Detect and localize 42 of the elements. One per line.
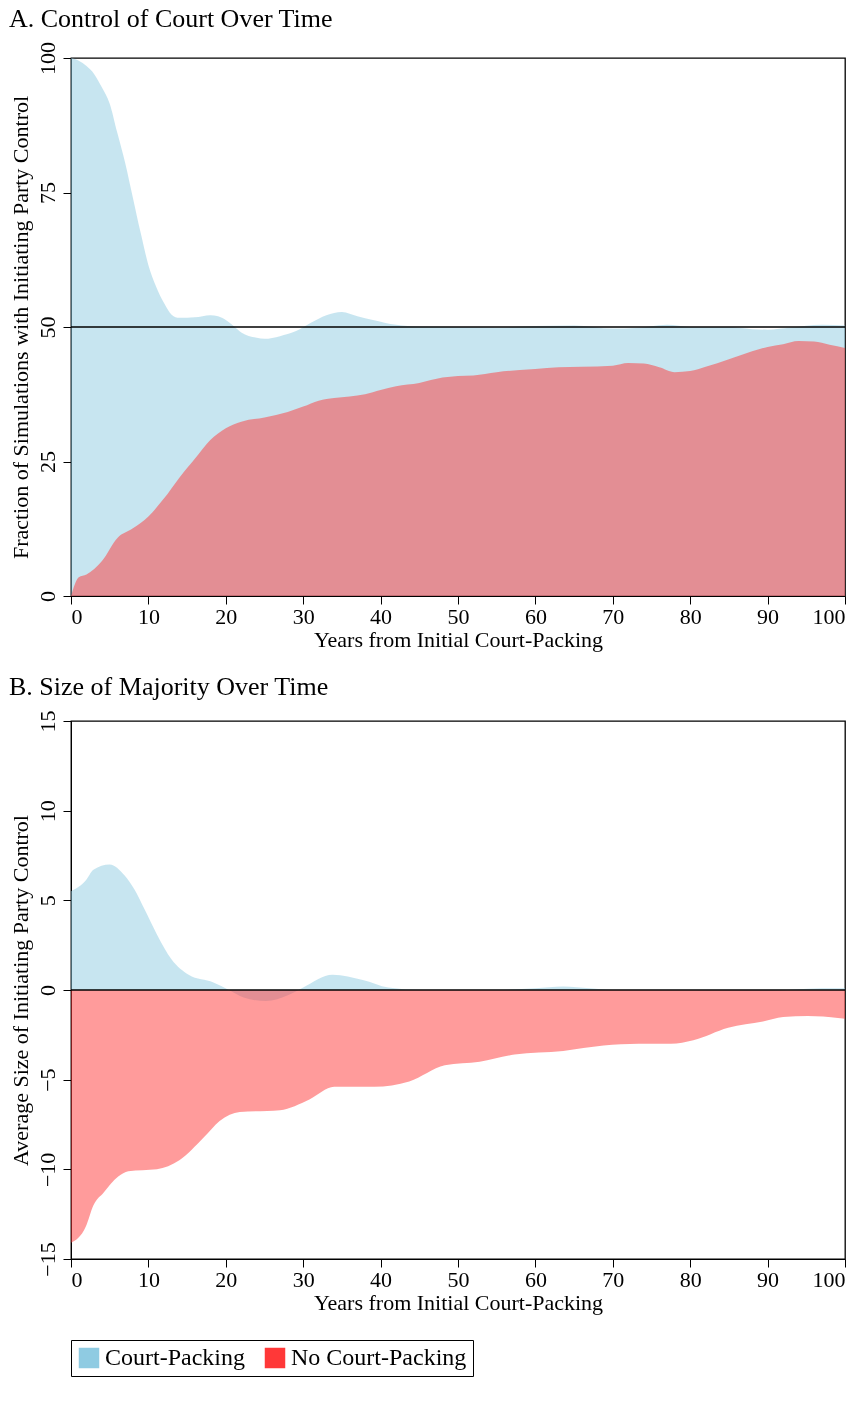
x-tick-label: 100 [812, 1266, 846, 1292]
x-tick-label: 80 [679, 603, 702, 629]
y-axis-title: Average Size of Initiating Party Control [7, 815, 33, 1166]
legend-label: No Court-Packing [291, 1344, 467, 1370]
y-tick-label: 5 [34, 895, 60, 907]
y-tick-label: 25 [34, 451, 60, 473]
y-tick-label: −10 [34, 1152, 60, 1188]
y-tick-label: −15 [34, 1242, 60, 1277]
x-tick-label: 70 [602, 1266, 625, 1292]
x-tick-label: 40 [370, 1266, 393, 1292]
x-tick-label: 20 [215, 1266, 238, 1292]
x-tick-label: 60 [524, 1266, 547, 1292]
x-tick-label: 80 [679, 1266, 702, 1292]
x-axis-title: Years from Initial Court-Packing [313, 626, 604, 652]
y-tick-label: 10 [34, 800, 60, 823]
chart-title: B. Size of Majority Over Time [9, 672, 329, 701]
x-tick-label: 10 [137, 1266, 160, 1292]
y-tick-label: 50 [34, 316, 60, 339]
x-tick-label: 0 [71, 1266, 83, 1292]
x-tick-label: 90 [757, 603, 780, 629]
x-tick-label: 10 [137, 603, 160, 629]
x-tick-label: 90 [757, 1266, 780, 1292]
y-tick-label: 75 [34, 182, 60, 204]
x-tick-label: 50 [447, 1266, 470, 1292]
x-tick-label: 50 [447, 603, 470, 629]
y-tick-label: 100 [34, 42, 60, 75]
x-tick-label: 30 [292, 1266, 315, 1292]
y-tick-label: 0 [34, 591, 60, 602]
y-tick-label: 0 [34, 985, 60, 996]
x-tick-label: 0 [71, 603, 83, 629]
x-tick-label: 20 [215, 603, 238, 629]
x-axis-title: Years from Initial Court-Packing [313, 1289, 604, 1315]
x-tick-label: 70 [602, 603, 625, 629]
x-tick-label: 30 [292, 603, 315, 629]
legend-label: Court-Packing [105, 1344, 245, 1370]
x-tick-label: 100 [812, 603, 846, 629]
x-tick-label: 40 [370, 603, 393, 629]
x-tick-label: 60 [524, 603, 547, 629]
y-axis-title: Fraction of Simulations with Initiating Party Control [7, 95, 33, 560]
y-tick-label: −5 [34, 1068, 60, 1092]
chart-title: A. Control of Court Over Time [9, 3, 333, 33]
y-tick-label: 15 [34, 710, 60, 733]
